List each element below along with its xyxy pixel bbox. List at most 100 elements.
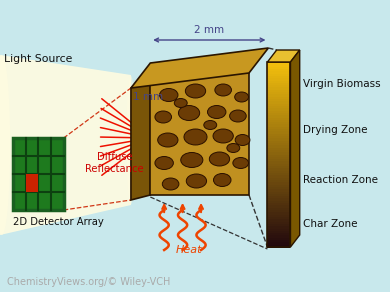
Bar — [268, 117, 291, 121]
Text: ChemistryViews.org/© Wiley-VCH: ChemistryViews.org/© Wiley-VCH — [7, 277, 171, 287]
Text: Diffuse
Reflectance: Diffuse Reflectance — [85, 152, 144, 174]
Ellipse shape — [181, 152, 203, 168]
Bar — [268, 210, 291, 213]
Bar — [268, 171, 291, 174]
Text: 2D Detector Array: 2D Detector Array — [13, 217, 104, 227]
Bar — [268, 229, 291, 232]
Ellipse shape — [230, 110, 246, 122]
Bar — [268, 92, 291, 95]
Ellipse shape — [155, 111, 172, 123]
Bar — [268, 224, 291, 227]
Ellipse shape — [209, 152, 230, 166]
Bar — [268, 115, 291, 118]
Ellipse shape — [227, 143, 240, 152]
Bar — [268, 203, 291, 206]
Polygon shape — [291, 50, 300, 247]
Bar — [268, 219, 291, 223]
Polygon shape — [268, 50, 300, 62]
Bar — [268, 217, 291, 220]
Bar — [268, 62, 291, 247]
Bar — [268, 101, 291, 105]
Bar — [268, 240, 291, 243]
Polygon shape — [0, 55, 131, 235]
Bar — [268, 196, 291, 199]
Bar — [268, 69, 291, 72]
Ellipse shape — [213, 173, 231, 187]
Bar — [268, 111, 291, 114]
Bar — [13, 138, 64, 210]
Bar — [268, 157, 291, 160]
Bar — [268, 205, 291, 208]
Polygon shape — [131, 48, 268, 88]
Bar — [268, 87, 291, 91]
Bar — [268, 182, 291, 185]
Ellipse shape — [126, 76, 136, 204]
Bar — [268, 71, 291, 74]
Ellipse shape — [213, 129, 233, 143]
Bar — [268, 131, 291, 135]
Bar — [268, 192, 291, 194]
Bar — [268, 175, 291, 178]
Bar — [268, 194, 291, 197]
Bar — [268, 238, 291, 241]
Bar — [268, 122, 291, 125]
Bar — [26, 174, 38, 192]
Bar — [268, 226, 291, 229]
Bar — [268, 212, 291, 215]
Bar — [268, 106, 291, 109]
Ellipse shape — [158, 133, 178, 147]
Bar — [268, 159, 291, 162]
Ellipse shape — [204, 121, 217, 129]
Text: Virgin Biomass: Virgin Biomass — [303, 79, 381, 89]
Bar — [268, 129, 291, 132]
Bar — [268, 242, 291, 246]
Ellipse shape — [233, 157, 248, 168]
Bar — [268, 154, 291, 158]
Ellipse shape — [174, 98, 187, 107]
Bar — [268, 104, 291, 107]
Bar — [268, 62, 291, 65]
Ellipse shape — [235, 135, 250, 145]
Bar — [268, 245, 291, 248]
Bar — [268, 215, 291, 218]
Text: Heat: Heat — [176, 245, 202, 255]
Bar — [268, 222, 291, 225]
Bar — [268, 208, 291, 211]
Text: Char Zone: Char Zone — [303, 219, 358, 229]
Bar — [268, 166, 291, 169]
Ellipse shape — [215, 84, 232, 96]
Ellipse shape — [235, 92, 248, 102]
Bar — [268, 74, 291, 77]
Bar — [268, 76, 291, 79]
Ellipse shape — [185, 84, 206, 98]
Bar — [268, 164, 291, 167]
Bar — [268, 189, 291, 192]
Bar — [268, 147, 291, 151]
Bar — [268, 152, 291, 155]
Bar — [268, 199, 291, 201]
Bar — [268, 64, 291, 67]
Bar — [268, 173, 291, 176]
Ellipse shape — [186, 174, 207, 188]
Bar — [268, 141, 291, 144]
Ellipse shape — [160, 88, 178, 102]
Bar — [268, 161, 291, 165]
Bar — [268, 150, 291, 153]
Ellipse shape — [207, 105, 226, 119]
Bar — [268, 185, 291, 188]
Bar — [268, 90, 291, 93]
Text: 2 mm: 2 mm — [194, 25, 224, 35]
Text: 1 mm: 1 mm — [133, 92, 163, 102]
Text: Reaction Zone: Reaction Zone — [303, 175, 378, 185]
Bar — [268, 81, 291, 84]
Bar — [268, 124, 291, 128]
Bar — [268, 180, 291, 183]
Bar — [268, 85, 291, 88]
Bar — [268, 78, 291, 81]
Bar — [268, 113, 291, 116]
Bar — [268, 231, 291, 234]
Bar — [268, 233, 291, 236]
Ellipse shape — [162, 178, 179, 190]
Bar — [268, 136, 291, 139]
Polygon shape — [131, 73, 150, 200]
